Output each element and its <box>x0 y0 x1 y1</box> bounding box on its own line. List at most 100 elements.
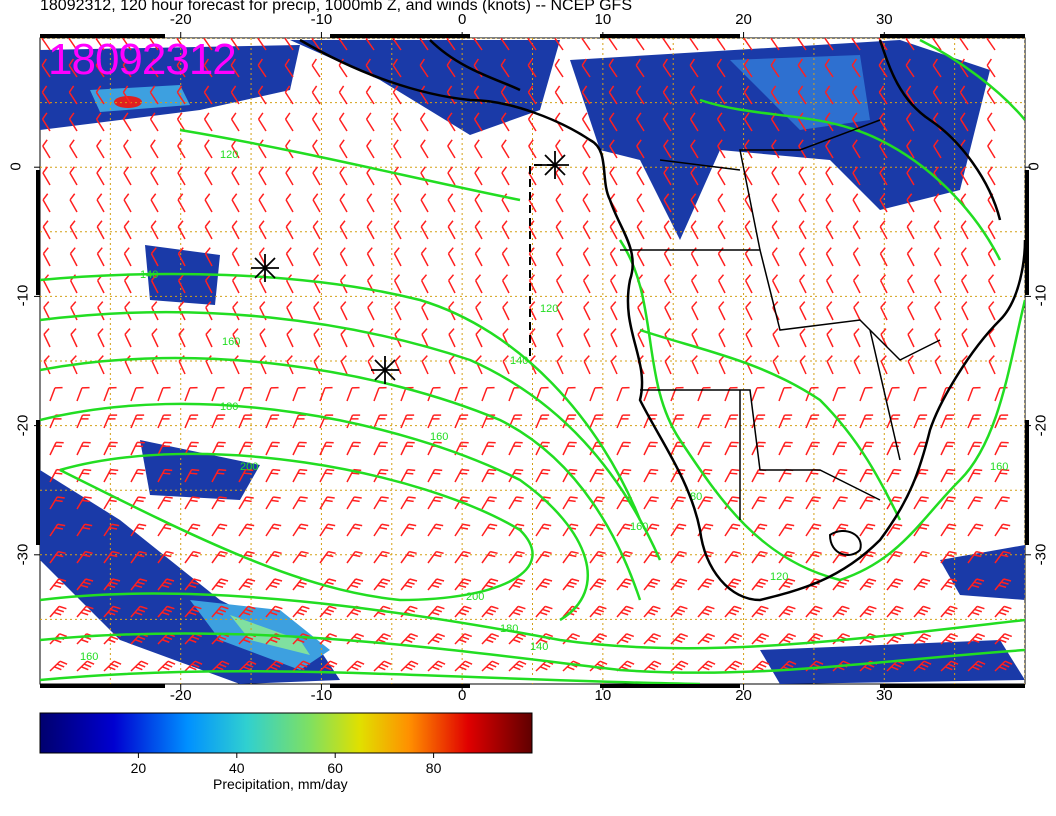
wind-barb <box>103 414 118 429</box>
wind-barb <box>204 220 213 240</box>
wind-barb <box>184 660 203 672</box>
wind-barb <box>211 496 227 510</box>
wind-barb <box>906 220 915 240</box>
wind-barb <box>76 496 92 510</box>
wind-barb <box>103 386 117 402</box>
wind-barb <box>635 38 645 51</box>
lon-tick-label: 10 <box>594 687 612 704</box>
wind-barb <box>76 605 94 618</box>
wind-barb <box>832 386 846 402</box>
wind-barb <box>832 605 850 618</box>
wind-barb <box>176 85 186 105</box>
wind-barb <box>122 38 132 51</box>
wind-barb <box>339 193 348 213</box>
wind-barbs <box>41 38 1013 672</box>
wind-barb <box>265 414 280 429</box>
wind-barb <box>230 58 240 78</box>
wind-barb <box>373 441 388 456</box>
wind-barb <box>554 38 564 51</box>
wind-barb <box>265 496 281 510</box>
wind-barb <box>859 386 873 402</box>
wind-barb <box>853 301 861 321</box>
wind-barb <box>474 166 483 186</box>
wind-barb <box>211 578 229 591</box>
wind-barb <box>421 355 429 375</box>
wind-barb <box>886 660 905 672</box>
wind-barb <box>123 139 132 159</box>
wind-barb <box>797 38 807 51</box>
country-borders <box>620 119 941 520</box>
wind-barb <box>184 496 200 510</box>
wind-barb <box>508 441 523 456</box>
wind-barb <box>724 660 743 672</box>
wind-barb <box>373 496 389 510</box>
wind-barb <box>610 328 618 348</box>
wind-barb <box>393 220 402 240</box>
wind-barb <box>427 578 445 591</box>
wind-barb <box>311 38 321 51</box>
wind-barb <box>986 58 996 78</box>
wind-barb <box>832 578 850 591</box>
wind-barb <box>313 355 321 375</box>
wind-barb <box>130 414 145 429</box>
wind-barb <box>184 633 203 645</box>
wind-barb <box>798 139 807 159</box>
wind-barb <box>400 441 415 456</box>
contour-label: 160 <box>80 651 98 663</box>
wind-barb <box>103 605 121 618</box>
wind-barb <box>68 58 78 78</box>
wind-barb <box>177 193 186 213</box>
wind-barb <box>805 386 819 402</box>
wind-barb <box>745 301 753 321</box>
wind-barb <box>589 468 605 483</box>
wind-barb <box>824 58 834 78</box>
wind-barb <box>691 328 699 348</box>
wind-barb <box>906 193 915 213</box>
wind-barb <box>662 85 672 105</box>
contour-label: 200 <box>240 461 258 473</box>
wind-barb <box>157 386 171 402</box>
precip-areas <box>40 40 1025 684</box>
wind-barb <box>157 550 174 564</box>
wind-barb <box>394 355 402 375</box>
wind-barb <box>49 578 67 591</box>
wind-barb <box>130 441 145 456</box>
contour-label: 140 <box>510 355 528 367</box>
wind-barb <box>689 112 699 132</box>
wind-barb <box>340 355 348 375</box>
wind-barb <box>400 523 417 537</box>
wind-barb <box>555 139 564 159</box>
wind-barb <box>501 166 510 186</box>
wind-barb <box>292 605 310 618</box>
wind-barb <box>616 605 634 618</box>
wind-barb <box>184 550 201 564</box>
wind-barb <box>238 605 256 618</box>
wind-barb <box>474 274 483 294</box>
wind-barb <box>446 38 456 51</box>
lat-tick-label: 0 <box>7 162 25 171</box>
wind-barb <box>474 193 483 213</box>
wind-barb <box>805 523 822 537</box>
wind-barb <box>879 166 888 186</box>
wind-barb <box>716 58 726 78</box>
wind-barb <box>581 85 591 105</box>
wind-barb <box>535 468 551 483</box>
wind-barb <box>527 112 537 132</box>
wind-barb <box>798 220 807 240</box>
wind-barb <box>258 166 267 186</box>
wind-barb <box>527 38 537 51</box>
wind-barb <box>419 38 429 51</box>
wind-barb <box>664 328 672 348</box>
wind-barb <box>232 328 240 348</box>
wind-barb <box>589 605 607 618</box>
wind-barb <box>265 550 282 564</box>
wind-barb <box>690 166 699 186</box>
colorbar-label: Precipitation, mm/day <box>213 776 348 792</box>
wind-barb <box>994 660 1013 672</box>
wind-barb <box>851 38 861 51</box>
wind-barb <box>691 301 699 321</box>
wind-barb <box>427 660 446 672</box>
wind-barb <box>967 386 981 402</box>
wind-barb <box>663 139 672 159</box>
wind-barb <box>475 301 483 321</box>
